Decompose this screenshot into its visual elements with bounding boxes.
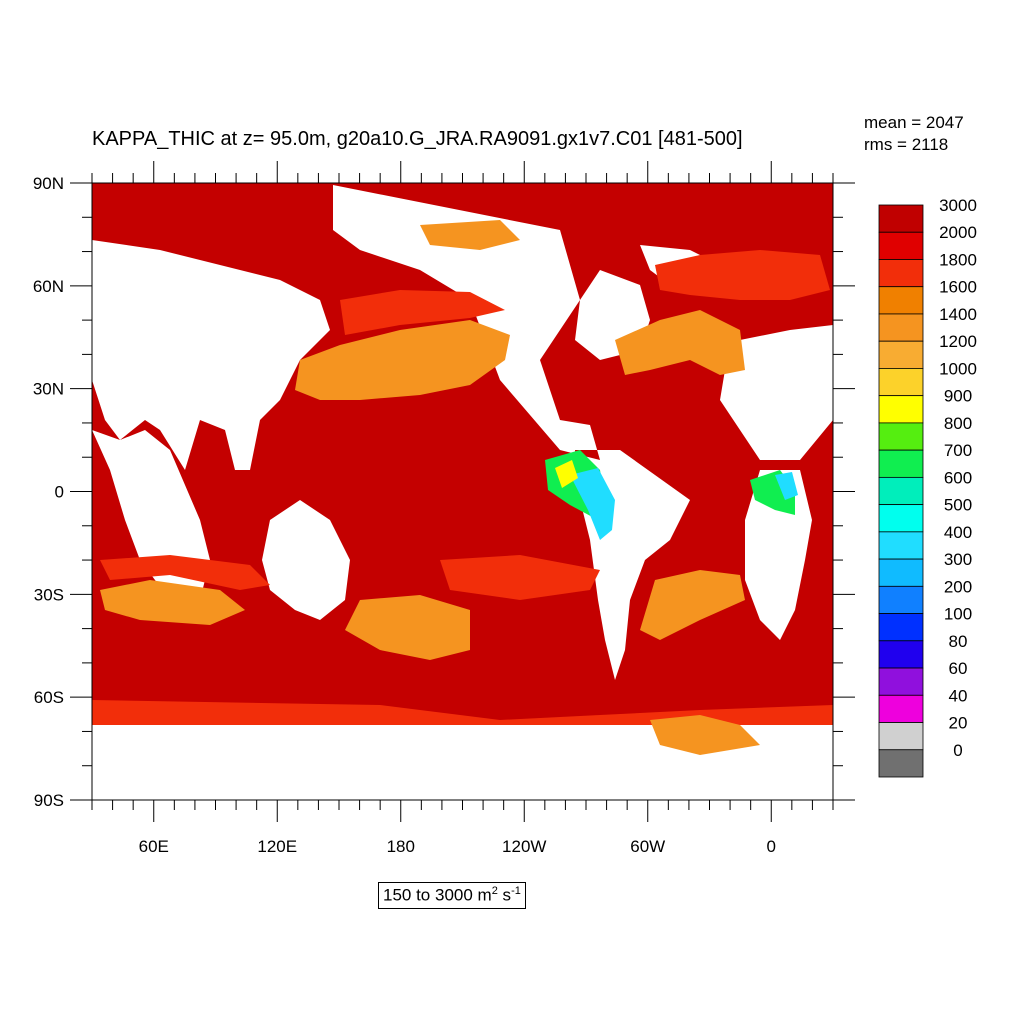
x-tick-label: 60W (630, 837, 665, 856)
y-tick-label: 60N (33, 277, 64, 296)
colorbar-label: 20 (949, 714, 968, 733)
x-tick-label: 60E (139, 837, 169, 856)
field-1400-atlantic-north (615, 310, 745, 375)
colorbar-label: 40 (949, 686, 968, 705)
colorbar-swatch (878, 585, 924, 614)
colorbar-swatch (878, 368, 924, 397)
colorbar-label: 1200 (939, 332, 977, 351)
colorbar-swatch (878, 259, 924, 288)
colorbar-label: 1600 (939, 278, 977, 297)
colorbar-swatch (878, 504, 924, 533)
field-1800-band-south (92, 700, 833, 725)
colorbar-label: 2000 (939, 223, 977, 242)
y-tick-label: 90N (33, 174, 64, 193)
x-tick-label: 120E (257, 837, 297, 856)
field-1400-pacific-north (295, 320, 510, 400)
colorbar-swatch (878, 667, 924, 696)
colorbar-label: 400 (944, 523, 972, 542)
units-text: 150 to 3000 m (383, 885, 492, 905)
field-1600-south-indian (100, 580, 245, 625)
field-900-eastern-pacific (555, 460, 578, 488)
colorbar-label: 900 (944, 387, 972, 406)
colorbar-swatch (878, 613, 924, 642)
field-1400-weddell (650, 715, 760, 755)
colorbar-swatch (878, 204, 924, 233)
colorbar-swatch (878, 449, 924, 478)
colorbar-label: 600 (944, 468, 972, 487)
colorbar-label: 0 (953, 741, 962, 760)
y-tick-label: 60S (34, 688, 64, 707)
field-1800-south-indian (100, 555, 270, 590)
field-1600-arctic (420, 220, 520, 250)
units-mid: s (497, 885, 512, 905)
field-1800-atlantic-north (655, 250, 830, 300)
colorbar-swatch (878, 640, 924, 669)
field-400-eastern-pacific (570, 468, 615, 540)
units-box: 150 to 3000 m2 s-1 (378, 882, 526, 909)
colorbar-swatch (878, 558, 924, 587)
y-tick-label: 30N (33, 380, 64, 399)
colorbar-label: 500 (944, 496, 972, 515)
x-tick-label: 180 (387, 837, 415, 856)
field-1400-south-pacific (345, 595, 470, 660)
rms-label: rms = 2118 (864, 135, 949, 154)
colorbar-swatch (878, 395, 924, 424)
colorbar: 3000200018001600140012001000900800700600… (878, 196, 977, 778)
field-1400-south-atlantic (640, 570, 745, 640)
colorbar-label: 60 (949, 659, 968, 678)
colorbar-swatch (878, 749, 924, 778)
colorbar-label: 100 (944, 605, 972, 624)
y-tick-label: 30S (34, 585, 64, 604)
colorbar-swatch (878, 286, 924, 315)
colorbar-label: 1400 (939, 305, 977, 324)
y-tick-label: 90S (34, 791, 64, 810)
mean-label: mean = 2047 (864, 113, 964, 132)
colorbar-swatch (878, 722, 924, 751)
x-tick-label: 120W (502, 837, 546, 856)
colorbar-swatch (878, 313, 924, 342)
colorbar-label: 700 (944, 441, 972, 460)
colorbar-label: 80 (949, 632, 968, 651)
colorbar-label: 1800 (939, 250, 977, 269)
units-exp1: 2 (491, 885, 498, 897)
axis-ticks (70, 161, 855, 822)
colorbar-swatch (878, 476, 924, 506)
y-tick-label: 0 (55, 483, 64, 502)
colorbar-label: 300 (944, 550, 972, 569)
field-1800-pacific-north (340, 290, 505, 335)
field-400-eastern-atlantic (775, 472, 798, 500)
colorbar-swatch (878, 340, 924, 369)
colorbar-swatch (878, 231, 924, 260)
colorbar-label: 3000 (939, 196, 977, 215)
colorbar-swatch (878, 694, 924, 723)
colorbar-swatch (878, 422, 924, 451)
colorbar-label: 800 (944, 414, 972, 433)
units-exp2: -1 (511, 885, 521, 897)
field-1800-south-pacific (440, 555, 600, 600)
map-panel (92, 183, 833, 800)
colorbar-swatch (878, 531, 924, 560)
colorbar-label: 200 (944, 577, 972, 596)
axis-tick-labels: 90N 60N 30N 0 30S 60S 90S 60E 120E 180 120W 60W 0 (33, 174, 776, 856)
x-tick-label: 0 (767, 837, 776, 856)
plot-title: KAPPA_THIC at z= 95.0m, g20a10.G_JRA.RA9… (92, 128, 743, 150)
colorbar-label: 1000 (939, 359, 977, 378)
